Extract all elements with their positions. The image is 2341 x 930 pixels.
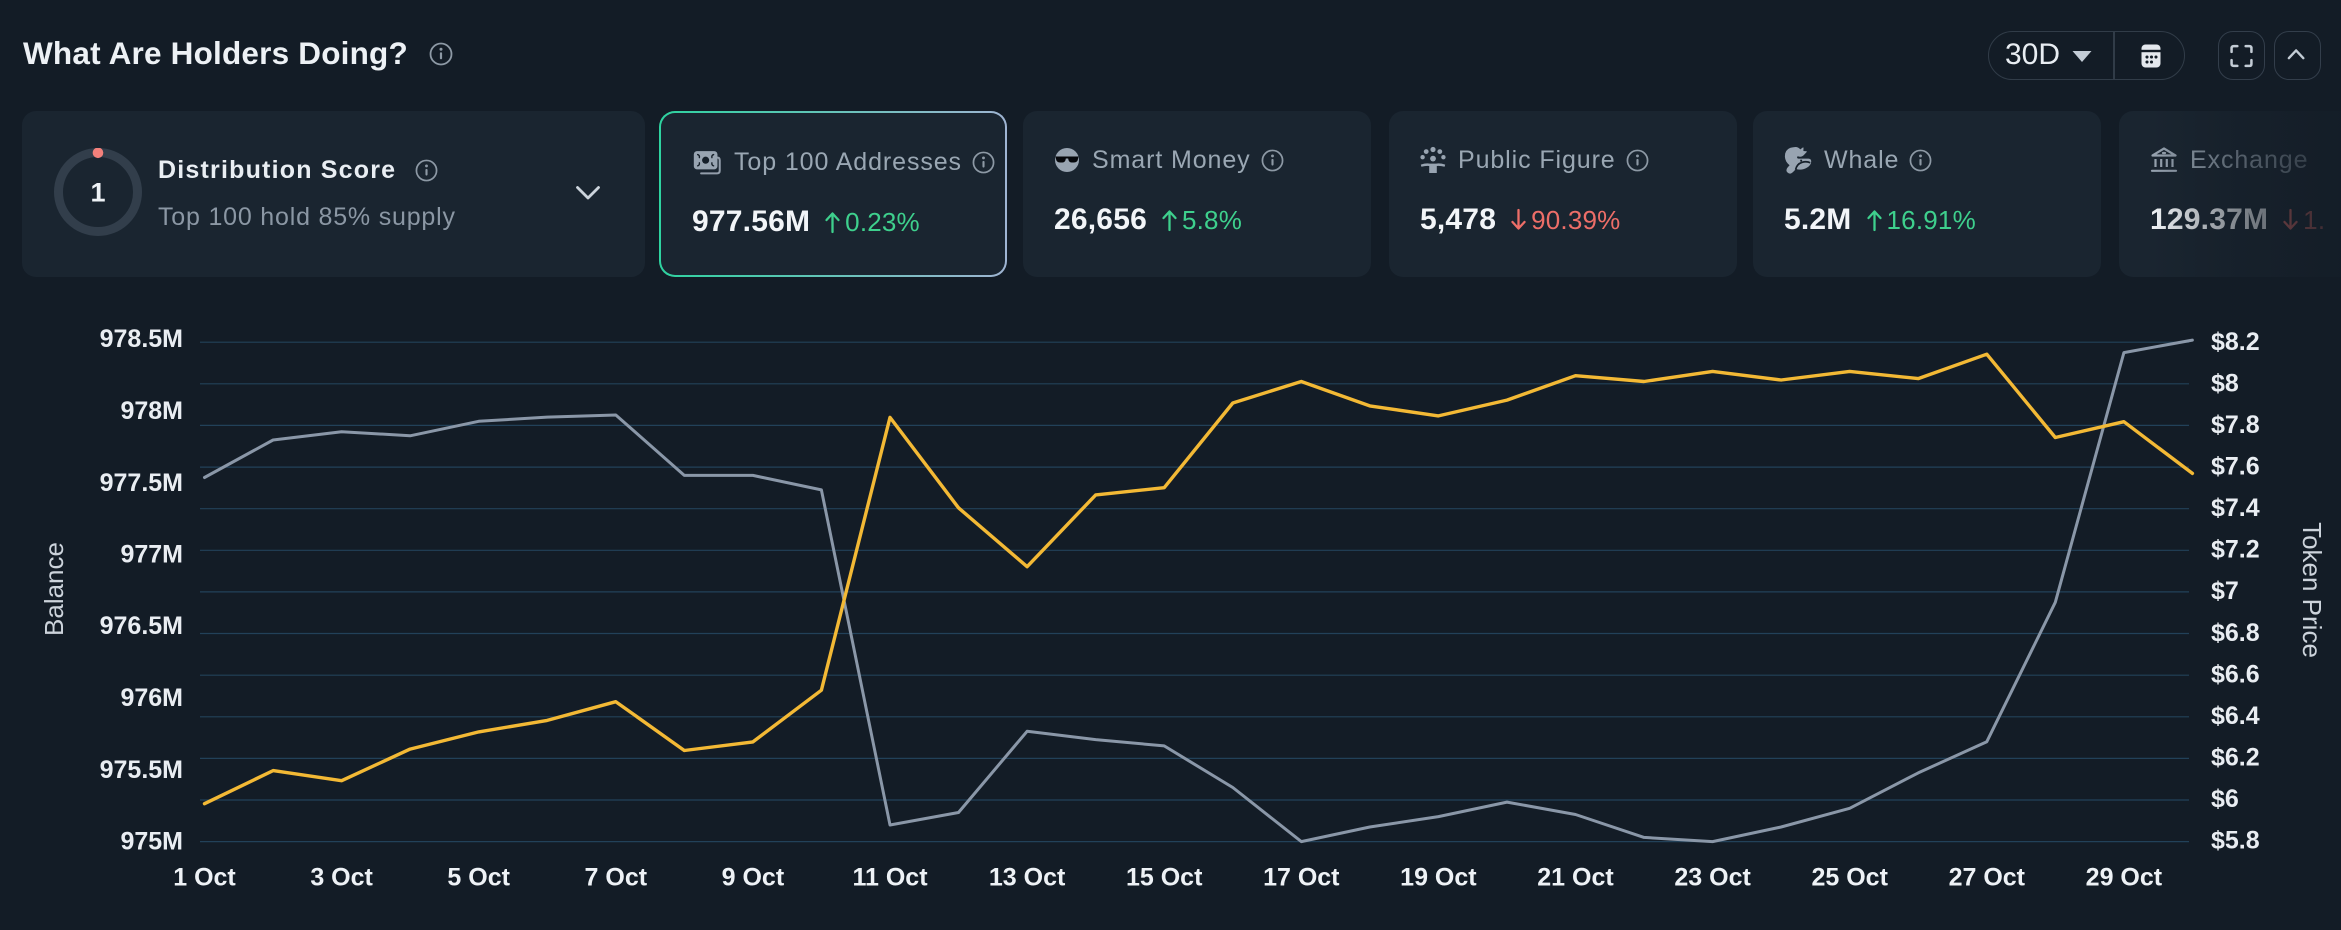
svg-text:5 Oct: 5 Oct: [447, 864, 510, 892]
svg-text:$7.4: $7.4: [2211, 494, 2260, 522]
svg-text:$7: $7: [2211, 577, 2239, 605]
svg-text:977M: 977M: [120, 541, 183, 569]
svg-text:11 Oct: 11 Oct: [852, 864, 928, 892]
svg-text:7 Oct: 7 Oct: [585, 864, 648, 892]
svg-text:19 Oct: 19 Oct: [1400, 864, 1477, 892]
svg-text:17 Oct: 17 Oct: [1263, 864, 1340, 892]
svg-text:$6: $6: [2211, 785, 2239, 813]
svg-text:978.5M: 978.5M: [100, 325, 183, 353]
svg-text:$6.4: $6.4: [2211, 702, 2260, 730]
svg-text:9 Oct: 9 Oct: [722, 864, 785, 892]
svg-text:976M: 976M: [120, 684, 183, 712]
svg-text:3 Oct: 3 Oct: [310, 864, 373, 892]
svg-text:977.5M: 977.5M: [100, 469, 183, 497]
svg-text:1 Oct: 1 Oct: [173, 864, 236, 892]
svg-text:Balance: Balance: [39, 542, 69, 636]
svg-text:$8.2: $8.2: [2211, 328, 2260, 356]
svg-text:1: 1: [90, 178, 105, 208]
svg-text:Token Price: Token Price: [2297, 522, 2327, 658]
svg-text:25 Oct: 25 Oct: [1811, 864, 1888, 892]
svg-text:976.5M: 976.5M: [100, 612, 183, 640]
svg-text:$5.8: $5.8: [2211, 827, 2260, 855]
svg-text:$6.6: $6.6: [2211, 660, 2260, 688]
svg-text:$7.6: $7.6: [2211, 453, 2260, 481]
svg-text:$6.2: $6.2: [2211, 743, 2260, 771]
svg-text:23 Oct: 23 Oct: [1674, 864, 1751, 892]
svg-text:29 Oct: 29 Oct: [2086, 864, 2163, 892]
svg-text:$7.8: $7.8: [2211, 411, 2260, 439]
svg-text:21 Oct: 21 Oct: [1537, 864, 1614, 892]
svg-text:975M: 975M: [120, 828, 183, 856]
svg-text:$8: $8: [2211, 369, 2239, 397]
svg-text:978M: 978M: [120, 397, 183, 425]
svg-text:27 Oct: 27 Oct: [1949, 864, 2026, 892]
svg-text:13 Oct: 13 Oct: [989, 864, 1066, 892]
svg-text:$7.2: $7.2: [2211, 536, 2260, 564]
svg-text:$6.8: $6.8: [2211, 619, 2260, 647]
svg-text:15 Oct: 15 Oct: [1126, 864, 1203, 892]
svg-text:975.5M: 975.5M: [100, 756, 183, 784]
